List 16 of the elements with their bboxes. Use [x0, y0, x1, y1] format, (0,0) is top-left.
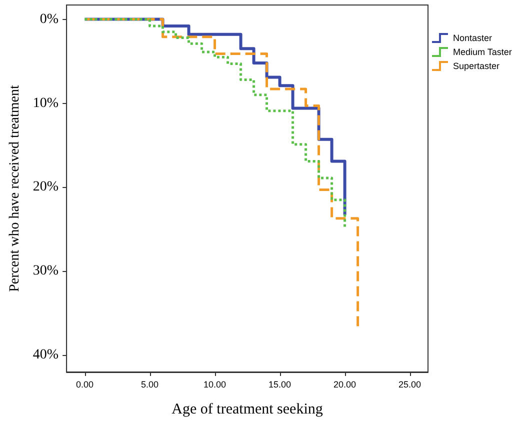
y-tick-label: 0%	[40, 12, 59, 27]
y-tick-label: 30%	[32, 264, 59, 279]
legend-label: Supertaster	[452, 61, 500, 71]
legend-label: Medium Taster	[452, 47, 512, 57]
x-axis-title: Age of treatment seeking	[172, 402, 324, 418]
y-tick-label: 10%	[32, 96, 59, 111]
x-tick-label: 15.00	[268, 380, 292, 390]
x-tick-label: 10.00	[204, 380, 226, 390]
x-tick-label: 5.00	[141, 380, 159, 390]
y-tick-label: 20%	[32, 180, 59, 195]
y-tick-label: 40%	[32, 348, 59, 363]
y-axis-title: Percent who have received treatment	[8, 85, 22, 292]
legend-label: Nontaster	[452, 33, 492, 43]
x-tick-label: 25.00	[398, 380, 422, 390]
x-tick-label: 0.00	[76, 380, 94, 390]
x-tick-label: 20.00	[334, 380, 356, 390]
